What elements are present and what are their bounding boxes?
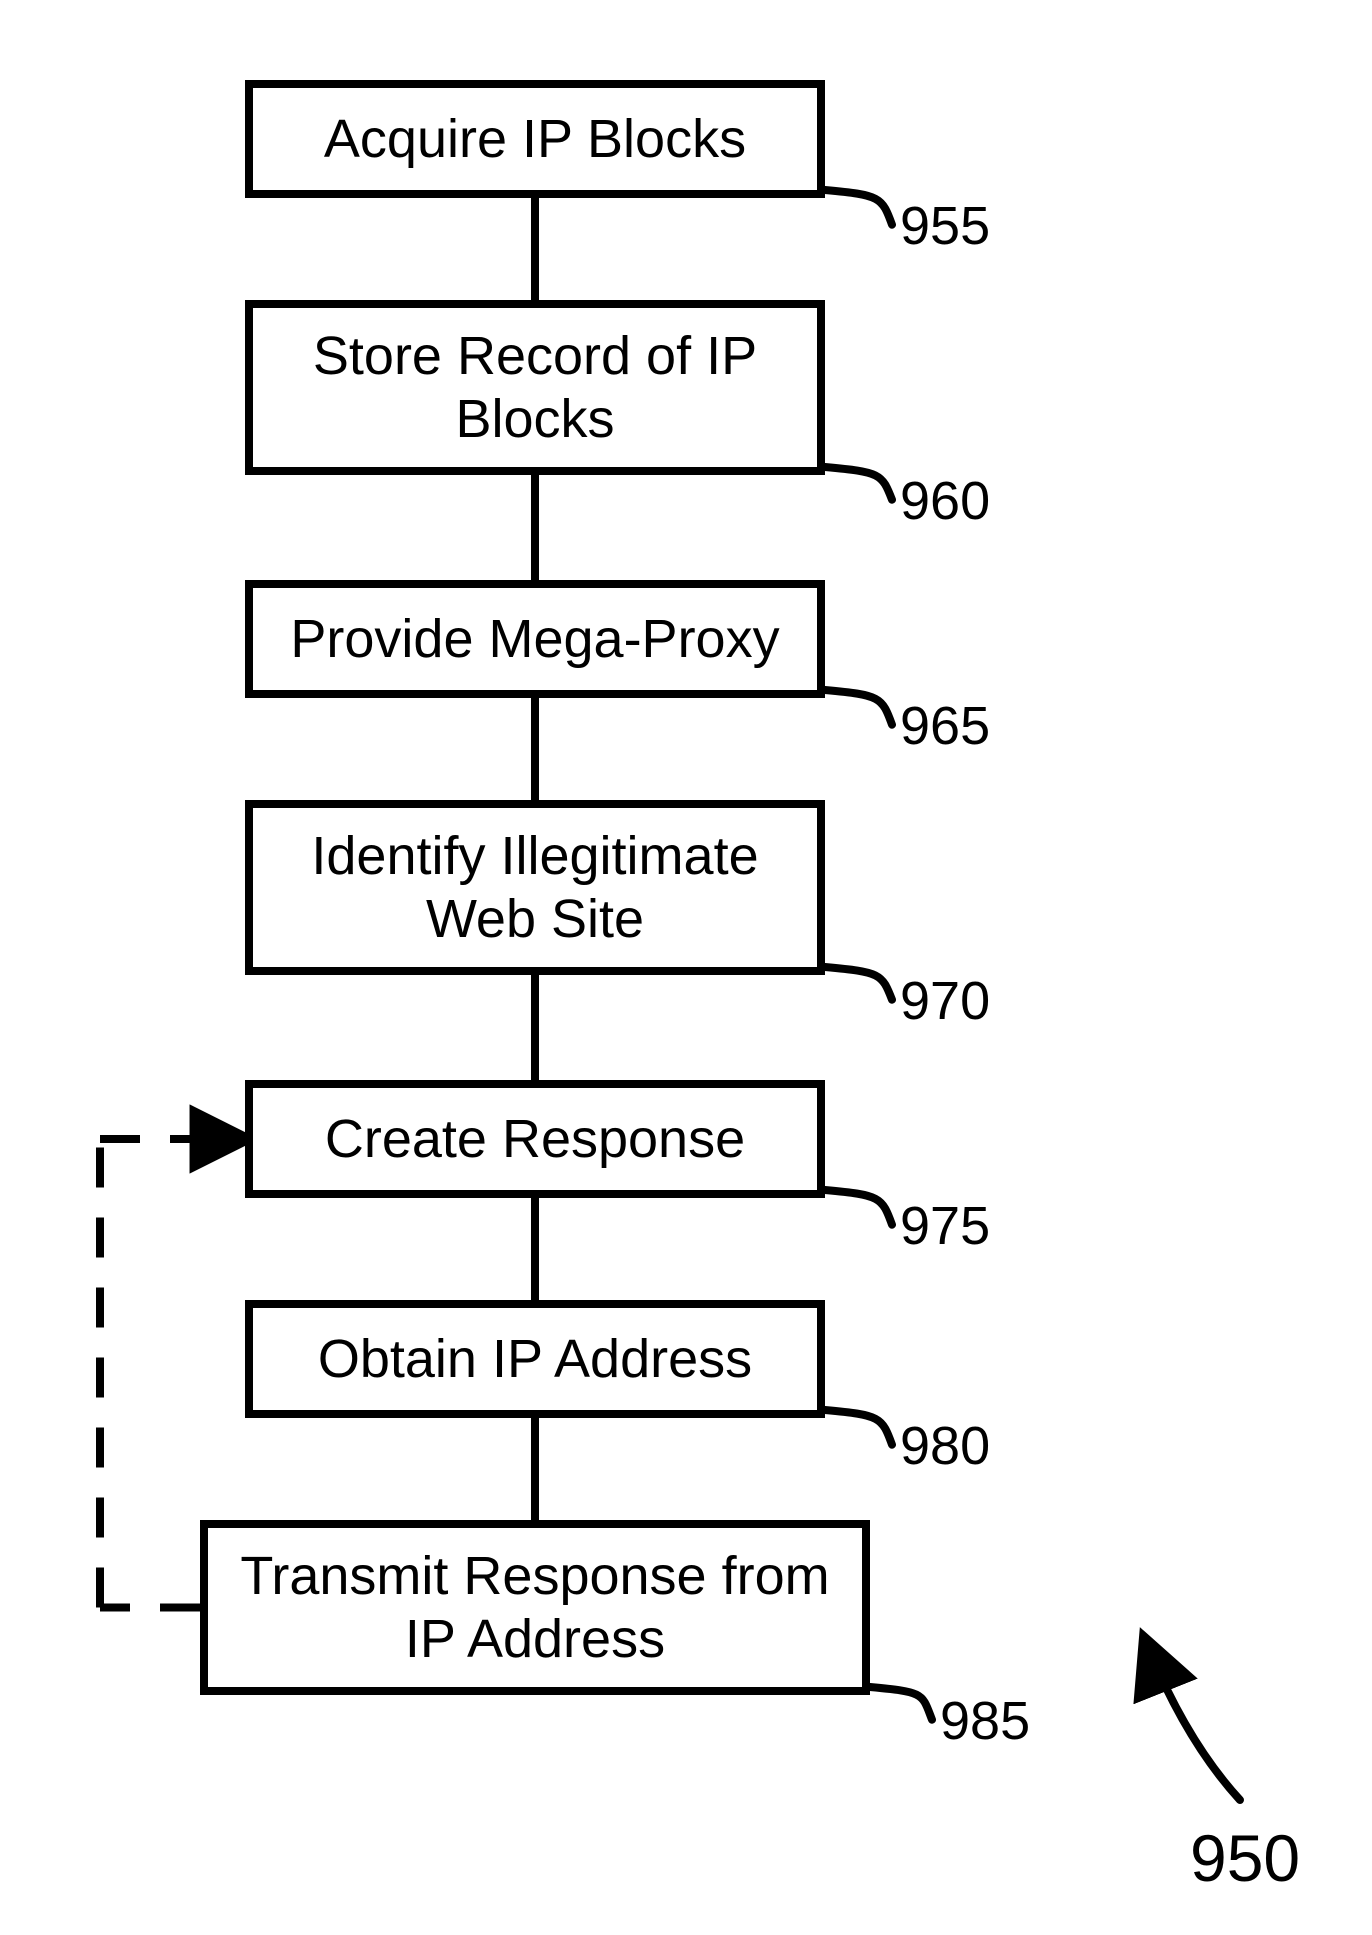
flow-node-n1: Acquire IP Blocks [245,80,825,198]
flow-node-label: Identify IllegitimateWeb Site [311,825,758,949]
ref-label-965: 965 [900,695,990,757]
flow-node-n3: Provide Mega-Proxy [245,580,825,698]
ref-label-985: 985 [940,1690,1030,1752]
flow-node-n2: Store Record of IPBlocks [245,300,825,475]
figure-ref-label: 950 [1190,1820,1300,1896]
flow-node-n6: Obtain IP Address [245,1300,825,1418]
ref-label-975: 975 [900,1195,990,1257]
flow-node-n7: Transmit Response fromIP Address [200,1520,870,1695]
ref-label-970: 970 [900,970,990,1032]
flow-node-label: Transmit Response fromIP Address [240,1545,829,1669]
flowchart-canvas: Acquire IP Blocks 955 Store Record of IPBl… [0,0,1372,1935]
flow-node-label: Store Record of IPBlocks [313,325,757,449]
ref-label-955: 955 [900,195,990,257]
ref-label-980: 980 [900,1415,990,1477]
flow-node-label: Provide Mega-Proxy [290,608,779,670]
flow-node-label: Obtain IP Address [318,1328,752,1390]
flow-node-n4: Identify IllegitimateWeb Site [245,800,825,975]
flow-node-n5: Create Response [245,1080,825,1198]
flow-node-label: Create Response [325,1108,745,1170]
ref-label-960: 960 [900,470,990,532]
flow-node-label: Acquire IP Blocks [324,108,746,170]
